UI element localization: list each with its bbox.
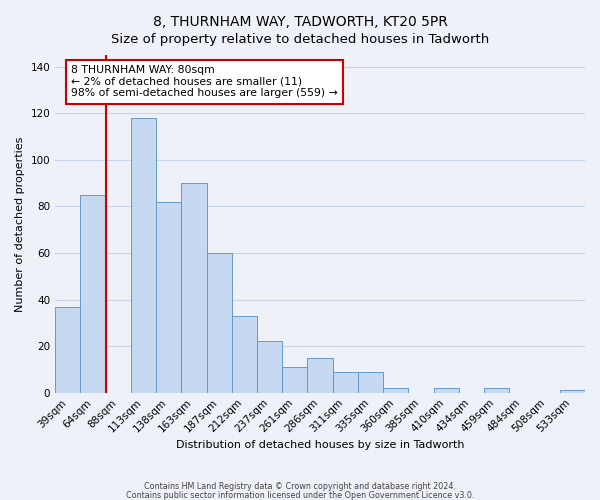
Bar: [156, 202, 181, 392]
Bar: [232, 316, 257, 392]
Text: 8, THURNHAM WAY, TADWORTH, KT20 5PR: 8, THURNHAM WAY, TADWORTH, KT20 5PR: [152, 15, 448, 29]
Text: Contains HM Land Registry data © Crown copyright and database right 2024.: Contains HM Land Registry data © Crown c…: [144, 482, 456, 491]
Bar: [383, 388, 409, 392]
Text: Size of property relative to detached houses in Tadworth: Size of property relative to detached ho…: [111, 32, 489, 46]
Bar: [282, 367, 307, 392]
Bar: [358, 372, 383, 392]
Bar: [307, 358, 332, 392]
Text: 8 THURNHAM WAY: 80sqm
← 2% of detached houses are smaller (11)
98% of semi-detac: 8 THURNHAM WAY: 80sqm ← 2% of detached h…: [71, 65, 338, 98]
Bar: [131, 118, 156, 392]
Bar: [80, 194, 106, 392]
Y-axis label: Number of detached properties: Number of detached properties: [15, 136, 25, 312]
Bar: [257, 342, 282, 392]
Bar: [55, 306, 80, 392]
Text: Contains public sector information licensed under the Open Government Licence v3: Contains public sector information licen…: [126, 490, 474, 500]
Bar: [206, 253, 232, 392]
Bar: [332, 372, 358, 392]
Bar: [484, 388, 509, 392]
Bar: [181, 183, 206, 392]
Bar: [560, 390, 585, 392]
Bar: [434, 388, 459, 392]
X-axis label: Distribution of detached houses by size in Tadworth: Distribution of detached houses by size …: [176, 440, 464, 450]
